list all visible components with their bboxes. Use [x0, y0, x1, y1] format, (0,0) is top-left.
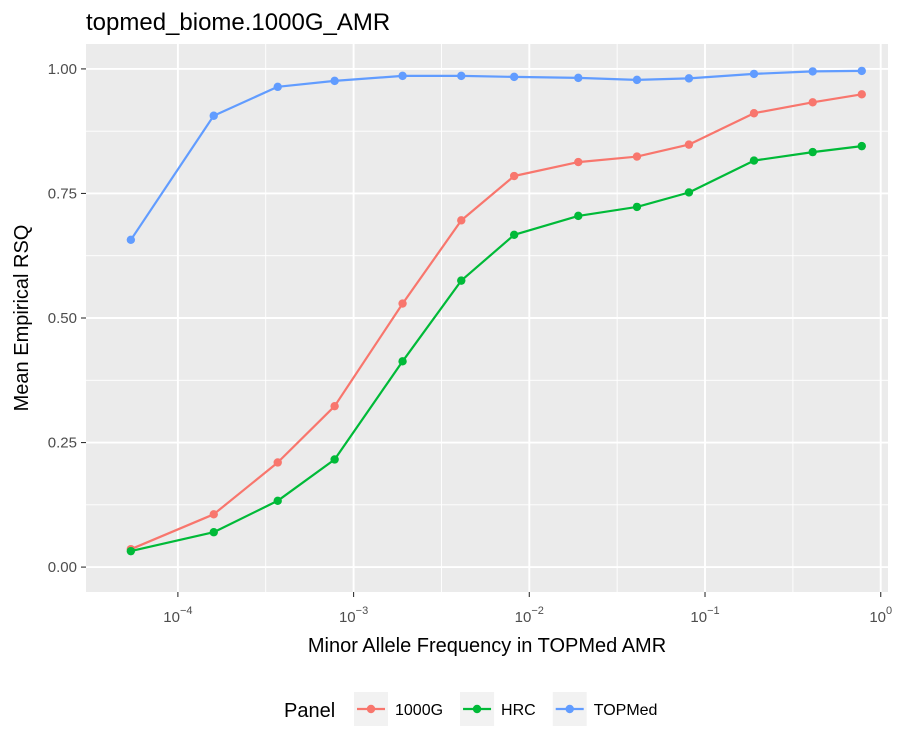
data-point-topmed	[273, 82, 282, 92]
data-point-hrc	[126, 546, 136, 556]
series-hrc	[126, 141, 866, 556]
legend-item-topmed: TOPMed	[552, 692, 658, 726]
y-tick-label: 0.75	[48, 185, 77, 202]
data-point-1000g	[632, 152, 642, 161]
legend-title: Panel	[284, 700, 335, 722]
legend-key-point	[565, 704, 574, 714]
data-point-hrc	[509, 230, 519, 240]
data-point-topmed	[574, 73, 583, 83]
data-point-hrc	[808, 147, 817, 157]
data-point-topmed	[684, 74, 694, 83]
data-point-1000g	[749, 109, 759, 118]
data-point-hrc	[749, 156, 759, 165]
x-axis: 10−4 10−3 10−2 10−1 100	[163, 592, 892, 626]
data-point-1000g	[684, 140, 694, 149]
legend-label-topmed: TOPMed	[594, 702, 658, 719]
legend-key-point	[366, 704, 376, 714]
data-point-1000g	[857, 90, 866, 99]
major-gridlines	[86, 44, 888, 592]
x-tick-label: 10−3	[339, 605, 368, 626]
data-point-hrc	[273, 496, 282, 506]
data-point-1000g	[273, 458, 282, 467]
data-point-topmed	[398, 71, 407, 81]
data-point-1000g	[398, 299, 407, 308]
data-point-hrc	[574, 211, 583, 221]
data-point-hrc	[632, 202, 642, 212]
legend: Panel 1000G HRC TOPMed	[284, 692, 657, 726]
data-point-topmed	[126, 235, 136, 244]
legend-label-1000g: 1000G	[395, 702, 443, 719]
data-point-topmed	[857, 66, 866, 76]
y-tick-label: 0.50	[48, 310, 77, 327]
legend-item-1000g: 1000G	[354, 692, 443, 726]
series-layer	[126, 66, 866, 556]
data-point-hrc	[457, 276, 466, 285]
data-point-topmed	[209, 111, 218, 120]
x-tick-label: 10−4	[163, 605, 192, 626]
y-tick-label: 0.00	[48, 559, 77, 576]
data-point-hrc	[209, 528, 218, 537]
data-point-topmed	[330, 76, 339, 86]
y-axis-title: Mean Empirical RSQ	[11, 225, 33, 412]
data-point-hrc	[857, 141, 866, 151]
data-point-1000g	[574, 157, 583, 167]
legend-key-point	[472, 704, 482, 714]
series-1000g	[126, 90, 866, 554]
data-point-1000g	[330, 401, 339, 411]
x-axis-title: Minor Allele Frequency in TOPMed AMR	[308, 635, 666, 657]
y-axis: 0.00 0.25 0.50 0.75 1.00	[48, 61, 86, 576]
x-tick-label: 10−1	[690, 605, 719, 626]
data-point-hrc	[398, 357, 407, 366]
data-point-topmed	[632, 75, 642, 85]
data-point-1000g	[457, 216, 466, 225]
data-point-hrc	[684, 188, 694, 197]
data-point-1000g	[808, 98, 817, 107]
x-tick-label: 100	[869, 605, 892, 626]
data-point-topmed	[749, 69, 759, 79]
x-tick-label: 10−2	[515, 605, 544, 626]
legend-item-hrc: HRC	[460, 692, 536, 726]
legend-label-hrc: HRC	[501, 702, 536, 719]
y-tick-label: 1.00	[48, 61, 77, 78]
data-point-hrc	[330, 455, 339, 464]
data-point-topmed	[808, 67, 817, 76]
data-point-1000g	[509, 171, 519, 181]
data-point-topmed	[509, 72, 519, 82]
series-topmed	[126, 66, 866, 244]
data-point-topmed	[457, 71, 466, 81]
data-point-1000g	[209, 510, 218, 519]
y-tick-label: 0.25	[48, 435, 77, 452]
chart-title: topmed_biome.1000G_AMR	[86, 9, 390, 36]
